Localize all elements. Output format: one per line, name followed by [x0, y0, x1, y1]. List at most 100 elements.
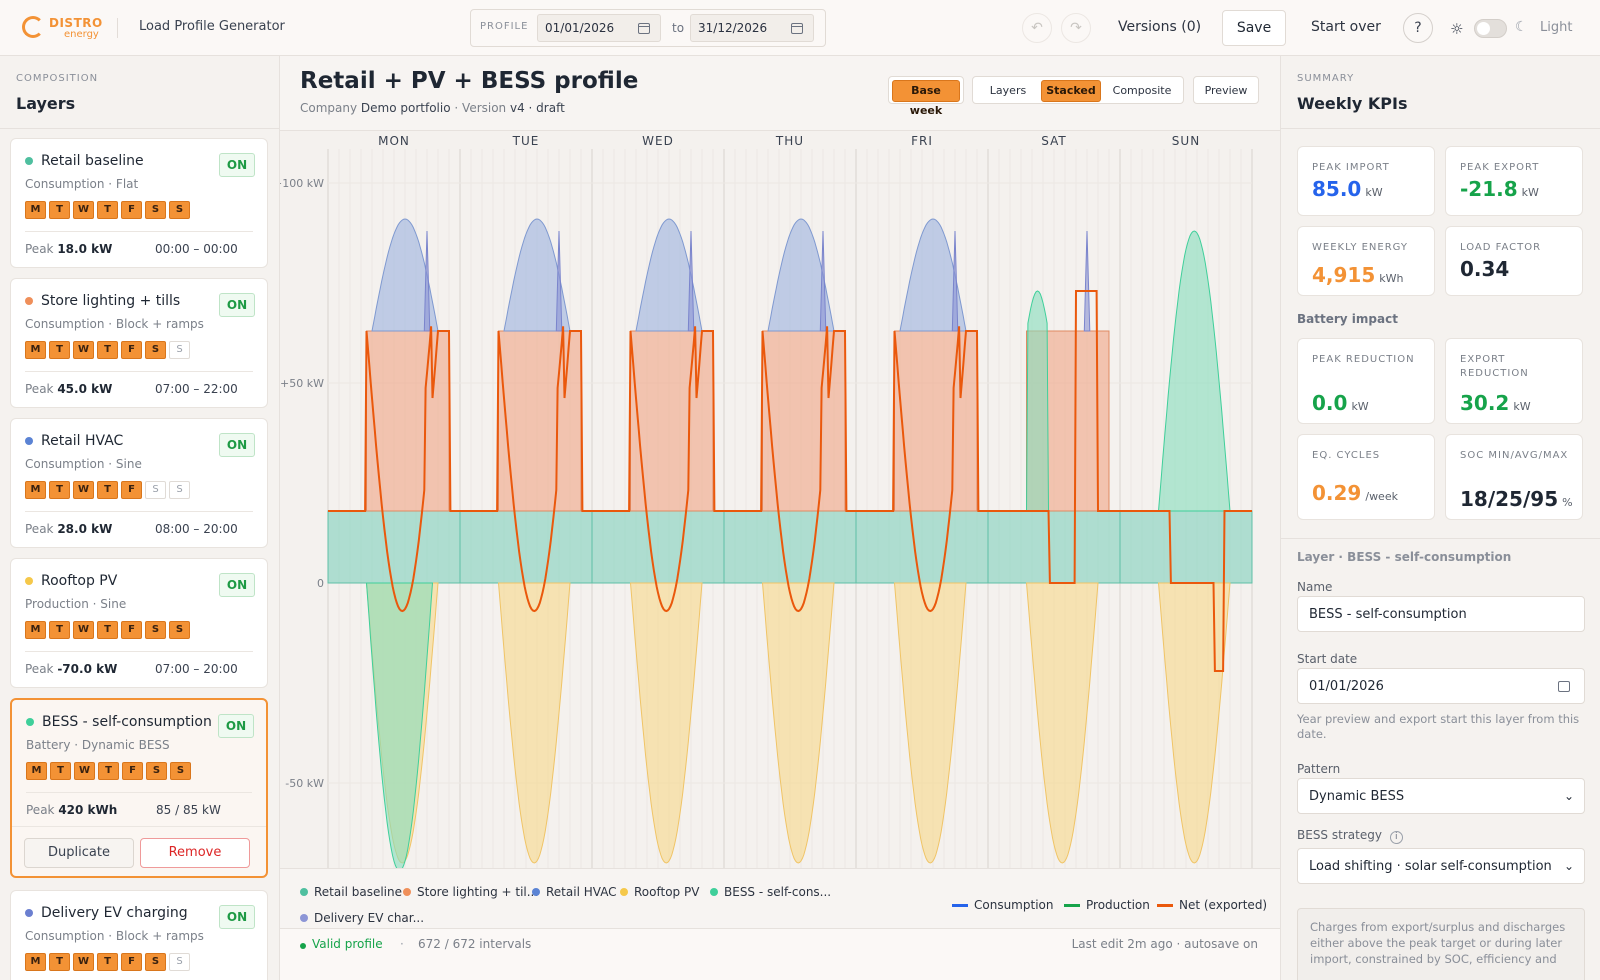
- day-toggle[interactable]: T: [49, 621, 70, 639]
- layer-on-toggle[interactable]: ON: [219, 293, 255, 317]
- layer-card[interactable]: BESS - self-consumption Battery · Dynamic…: [10, 698, 268, 878]
- day-toggle[interactable]: T: [97, 481, 118, 499]
- day-toggle[interactable]: M: [25, 621, 46, 639]
- bess-strategy-select[interactable]: Load shifting · solar self-consumption ⌄: [1297, 848, 1585, 884]
- layer-card[interactable]: Store lighting + tills Consumption · Bloc…: [10, 278, 268, 408]
- date-from-input[interactable]: 01/01/2026: [537, 14, 661, 42]
- calendar-icon[interactable]: [638, 23, 650, 34]
- day-toggle[interactable]: T: [49, 201, 70, 219]
- kpi-card: WEEKLY ENERGY 4,915 kWh: [1297, 226, 1435, 296]
- day-toggle[interactable]: S: [145, 953, 166, 971]
- undo-icon[interactable]: ↶: [1022, 13, 1052, 43]
- day-toggle[interactable]: S: [145, 621, 166, 639]
- day-toggle[interactable]: M: [25, 201, 46, 219]
- day-toggle[interactable]: W: [73, 481, 94, 499]
- day-toggle[interactable]: F: [121, 481, 142, 499]
- day-toggle[interactable]: S: [146, 762, 167, 780]
- duplicate-button[interactable]: Duplicate: [24, 838, 134, 868]
- day-toggle[interactable]: S: [169, 481, 190, 499]
- layer-on-toggle[interactable]: ON: [218, 714, 254, 738]
- layer-on-toggle[interactable]: ON: [219, 573, 255, 597]
- legend-production[interactable]: Production: [1064, 898, 1150, 912]
- day-toggle[interactable]: F: [121, 621, 142, 639]
- layers-view-button[interactable]: Layers: [989, 84, 1027, 97]
- day-toggle[interactable]: T: [49, 953, 70, 971]
- calendar-icon[interactable]: [1558, 681, 1570, 692]
- app-title: Load Profile Generator: [139, 19, 285, 34]
- day-toggle[interactable]: M: [25, 953, 46, 971]
- info-icon[interactable]: i: [1389, 831, 1403, 844]
- legend-retail-baseline[interactable]: Retail baseline: [300, 885, 402, 899]
- layer-name: Retail baseline: [41, 153, 144, 169]
- redo-icon[interactable]: ↷: [1061, 13, 1091, 43]
- day-toggle[interactable]: M: [25, 481, 46, 499]
- day-toggle[interactable]: M: [26, 762, 47, 780]
- legend-store-lighting[interactable]: Store lighting + til...: [403, 885, 538, 899]
- day-toggle[interactable]: F: [121, 341, 142, 359]
- legend-consumption[interactable]: Consumption: [952, 898, 1053, 912]
- date-to-input[interactable]: 31/12/2026: [690, 14, 814, 42]
- base-week-button[interactable]: Base week: [892, 80, 960, 117]
- start-date-input[interactable]: 01/01/2026: [1297, 668, 1585, 704]
- day-toggle[interactable]: F: [122, 762, 143, 780]
- day-toggle[interactable]: F: [121, 201, 142, 219]
- day-toggle[interactable]: T: [97, 953, 118, 971]
- chart-svg[interactable]: +100 kW+50 kW0-50 kWMON061218TUE061218WE…: [273, 131, 1280, 943]
- composite-view-button[interactable]: Composite: [1112, 84, 1172, 97]
- layer-on-toggle[interactable]: ON: [219, 153, 255, 177]
- legend-rooftop-pv[interactable]: Rooftop PV: [620, 885, 699, 899]
- day-toggle[interactable]: S: [169, 341, 190, 359]
- layer-name-input[interactable]: BESS - self-consumption: [1297, 596, 1585, 632]
- profile-label: PROFILE: [480, 21, 529, 32]
- stacked-chart[interactable]: +100 kW+50 kW0-50 kWMON061218TUE061218WE…: [273, 130, 1280, 943]
- company-label: Company: [300, 101, 358, 115]
- layer-card[interactable]: Delivery EV charging Consumption · Block …: [10, 890, 268, 980]
- day-toggle[interactable]: T: [98, 762, 119, 780]
- save-button[interactable]: Save: [1222, 10, 1286, 46]
- layer-card[interactable]: Rooftop PV Production · Sine ON M T W T F S S Peak…: [10, 558, 268, 688]
- legend-bess[interactable]: BESS - self-cons...: [710, 885, 831, 899]
- layer-card[interactable]: Retail HVAC Consumption · Sine ON M T W T F S S Pe…: [10, 418, 268, 548]
- legend-net[interactable]: Net (exported): [1157, 898, 1267, 912]
- layer-card[interactable]: Retail baseline Consumption · Flat ON M T W T F…: [10, 138, 268, 268]
- day-toggle[interactable]: T: [97, 341, 118, 359]
- day-toggle[interactable]: S: [145, 341, 166, 359]
- day-toggle[interactable]: T: [49, 341, 70, 359]
- day-toggle[interactable]: T: [97, 201, 118, 219]
- day-label: FRI: [911, 134, 933, 148]
- day-toggle[interactable]: W: [74, 762, 95, 780]
- stacked-view-button[interactable]: Stacked: [1041, 80, 1101, 102]
- ev-charging-area: [423, 230, 431, 332]
- day-toggle[interactable]: S: [169, 621, 190, 639]
- layer-on-toggle[interactable]: ON: [219, 433, 255, 457]
- layer-on-toggle[interactable]: ON: [219, 905, 255, 929]
- day-toggle[interactable]: W: [73, 201, 94, 219]
- day-toggle[interactable]: S: [169, 953, 190, 971]
- remove-button[interactable]: Remove: [140, 838, 250, 868]
- pattern-select[interactable]: Dynamic BESS ⌄: [1297, 778, 1585, 814]
- distro-logo[interactable]: DISTRO energy: [22, 15, 102, 43]
- help-icon[interactable]: ?: [1403, 13, 1433, 43]
- legend-retail-hvac[interactable]: Retail HVAC: [532, 885, 617, 899]
- day-toggle[interactable]: S: [145, 481, 166, 499]
- day-toggle[interactable]: T: [50, 762, 71, 780]
- day-toggle[interactable]: W: [73, 953, 94, 971]
- day-toggle[interactable]: S: [170, 762, 191, 780]
- day-toggle[interactable]: S: [145, 201, 166, 219]
- day-toggle[interactable]: T: [49, 481, 70, 499]
- calendar-icon[interactable]: [791, 23, 803, 34]
- day-toggle[interactable]: M: [25, 341, 46, 359]
- layer-type: Consumption · Sine: [25, 457, 142, 471]
- day-toggle[interactable]: W: [73, 621, 94, 639]
- kpi-value: 4,915 kWh: [1312, 263, 1404, 287]
- theme-toggle[interactable]: [1474, 19, 1507, 38]
- day-toggle[interactable]: S: [169, 201, 190, 219]
- start-over-button[interactable]: Start over: [1311, 19, 1381, 35]
- day-toggle[interactable]: W: [73, 341, 94, 359]
- preview-button[interactable]: Preview: [1204, 84, 1248, 97]
- day-toggle[interactable]: T: [97, 621, 118, 639]
- day-toggle[interactable]: F: [121, 953, 142, 971]
- legend-delivery-ev[interactable]: Delivery EV char...: [300, 911, 424, 925]
- versions-button[interactable]: Versions (0): [1118, 19, 1202, 35]
- layer-peak: Peak 28.0 kW: [25, 522, 113, 536]
